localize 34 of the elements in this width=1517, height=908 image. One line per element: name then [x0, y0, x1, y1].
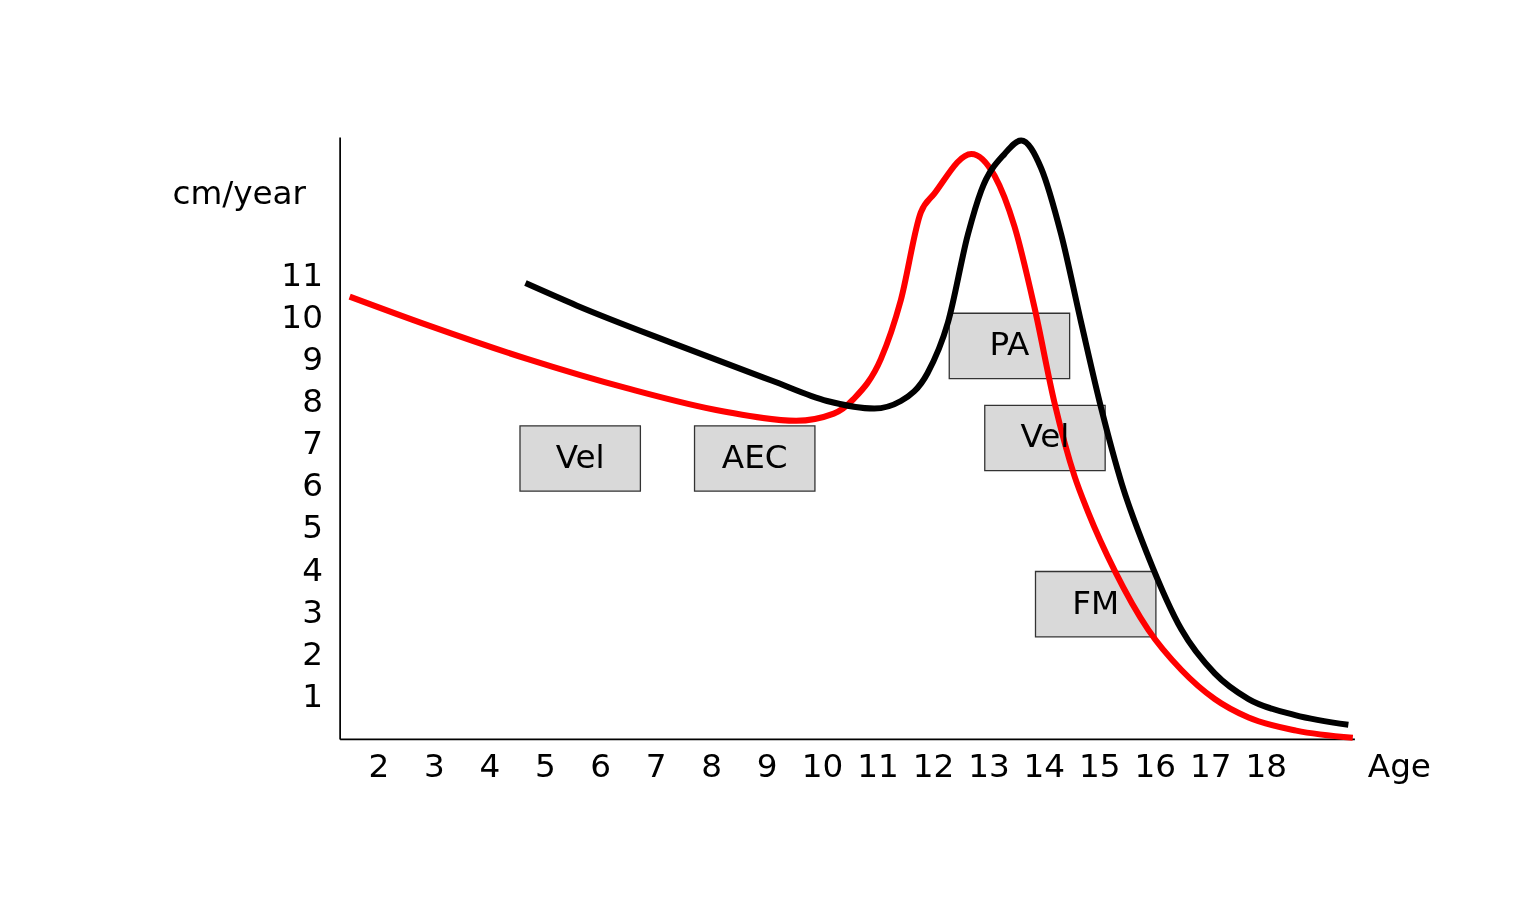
y-tick-label: 4 [302, 550, 323, 589]
x-tick-label: 11 [857, 747, 899, 786]
y-tick-label: 10 [281, 297, 323, 336]
x-tick-label: 9 [756, 747, 778, 786]
x-tick-label: 10 [801, 747, 844, 786]
x-axis-title: Age [1367, 747, 1431, 786]
y-tick-label: 2 [302, 634, 323, 673]
x-tick-label: 13 [968, 747, 1010, 786]
y-tick-label: 5 [302, 508, 323, 547]
x-tick-label: 5 [534, 747, 556, 786]
x-tick-label: 16 [1134, 747, 1177, 786]
y-tick-label: 1 [302, 676, 323, 715]
x-tick-label: 6 [590, 747, 612, 786]
x-tick-label: 4 [479, 747, 501, 786]
y-tick-label: 8 [302, 382, 323, 421]
x-tick-label: 15 [1079, 747, 1121, 786]
y-tick-label: 3 [302, 592, 323, 631]
x-tick-label: 17 [1189, 747, 1232, 786]
x-tick-label: 18 [1245, 747, 1287, 786]
y-tick-label: 6 [302, 466, 323, 505]
y-tick-label: 7 [302, 424, 323, 463]
annotation: PA [989, 325, 1031, 364]
x-tick-label: 14 [1023, 747, 1066, 786]
annotation: Vel [555, 437, 605, 476]
x-tick-label: 8 [701, 747, 723, 786]
y-tick-label: 11 [281, 255, 323, 294]
y-axis-title: cm/year [172, 173, 307, 212]
x-tick-label: 2 [368, 747, 390, 786]
annotation: AEC [721, 437, 788, 476]
annotation: FM [1072, 583, 1120, 622]
x-tick-label: 12 [912, 747, 955, 786]
x-tick-label: 7 [645, 747, 667, 786]
y-tick-label: 9 [302, 340, 323, 379]
x-tick-label: 3 [424, 747, 445, 786]
